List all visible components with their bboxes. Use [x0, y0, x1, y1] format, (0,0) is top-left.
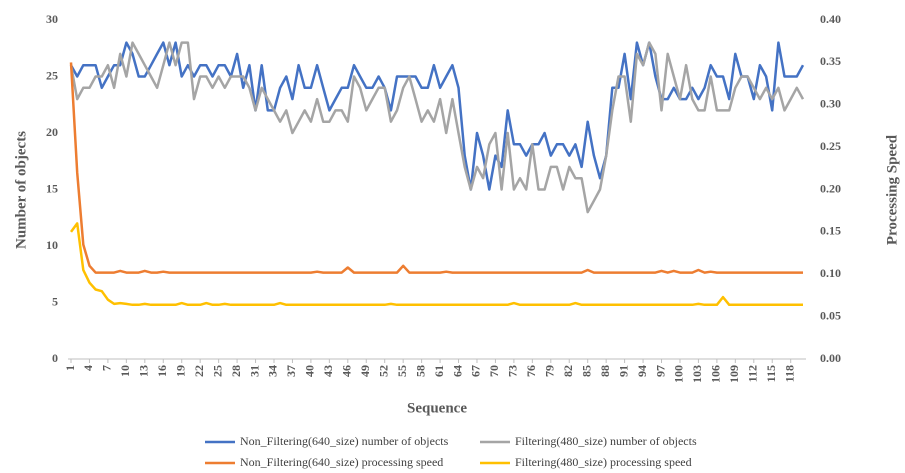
x-tick-label: 25	[210, 365, 224, 377]
y2-tick-label: 0.30	[820, 97, 841, 111]
y2-axis-title: Processing Speed	[884, 134, 900, 245]
y2-tick-label: 0.35	[820, 54, 841, 68]
x-tick-label: 115	[764, 365, 778, 382]
legend-label: Non_Filtering(640_size) processing speed	[240, 455, 443, 469]
y-tick-label: 20	[46, 125, 58, 139]
series-line	[69, 41, 805, 214]
x-tick-label: 100	[672, 365, 686, 383]
x-tick-label: 58	[413, 365, 427, 377]
x-tick-label: 73	[506, 365, 520, 377]
x-tick-label: 88	[598, 365, 612, 377]
x-tick-label: 22	[192, 365, 206, 377]
x-tick-label: 49	[358, 365, 372, 377]
x-tick-label: 85	[579, 365, 593, 377]
x-tick-label: 4	[81, 365, 95, 371]
x-tick-label: 43	[321, 365, 335, 377]
x-tick-label: 40	[303, 365, 317, 377]
legend-label: Non_Filtering(640_size) number of object…	[240, 434, 449, 448]
series-line	[69, 222, 803, 307]
legend-label: Filtering(480_size) number of objects	[515, 434, 697, 448]
x-tick-label: 1	[63, 365, 77, 371]
x-axis-title: Sequence	[407, 400, 467, 416]
y2-tick-label: 0.05	[820, 308, 841, 322]
x-tick-label: 109	[727, 365, 741, 383]
x-tick-label: 61	[432, 365, 446, 377]
x-tick-label: 70	[487, 365, 501, 377]
x-tick-label: 67	[469, 365, 483, 377]
x-tick-label: 79	[543, 365, 557, 377]
x-tick-label: 37	[284, 365, 298, 377]
y-tick-label: 10	[46, 238, 58, 252]
x-tick-label: 97	[653, 365, 667, 377]
x-tick-label: 76	[524, 365, 538, 377]
x-tick-label: 82	[561, 365, 575, 377]
x-tick-label: 103	[690, 365, 704, 383]
x-tick-label: 91	[616, 365, 630, 377]
x-tick-label: 19	[173, 365, 187, 377]
y2-tick-label: 0.20	[820, 181, 841, 195]
legend-label: Filtering(480_size) processing speed	[515, 455, 692, 469]
x-tick-label: 7	[100, 365, 114, 371]
x-tick-label: 112	[746, 365, 760, 382]
x-tick-label: 10	[118, 365, 132, 377]
x-tick-label: 55	[395, 365, 409, 377]
y-tick-label: 5	[52, 294, 58, 308]
y-tick-label: 0	[52, 351, 58, 365]
series-line	[69, 62, 803, 274]
x-tick-label: 46	[340, 365, 354, 377]
y2-tick-label: 0.25	[820, 139, 841, 153]
x-tick-label: 94	[635, 365, 649, 377]
x-tick-label: 106	[709, 365, 723, 383]
x-tick-label: 64	[450, 365, 464, 377]
y2-tick-label: 0.15	[820, 224, 841, 238]
x-tick-label: 16	[155, 365, 169, 377]
y2-tick-label: 0.00	[820, 351, 841, 365]
y-axis-title: Number of objects	[13, 131, 29, 249]
series-line	[69, 41, 805, 191]
x-tick-label: 52	[376, 365, 390, 377]
x-tick-label: 118	[782, 365, 796, 382]
x-tick-label: 13	[137, 365, 151, 377]
x-tick-label: 34	[266, 365, 280, 377]
x-tick-label: 28	[229, 365, 243, 377]
x-tick-label: 31	[247, 365, 261, 377]
y-tick-label: 25	[46, 68, 58, 82]
y2-tick-label: 0.10	[820, 266, 841, 280]
y-tick-label: 15	[46, 181, 58, 195]
y-tick-label: 30	[46, 12, 58, 26]
y2-tick-label: 0.40	[820, 12, 841, 26]
